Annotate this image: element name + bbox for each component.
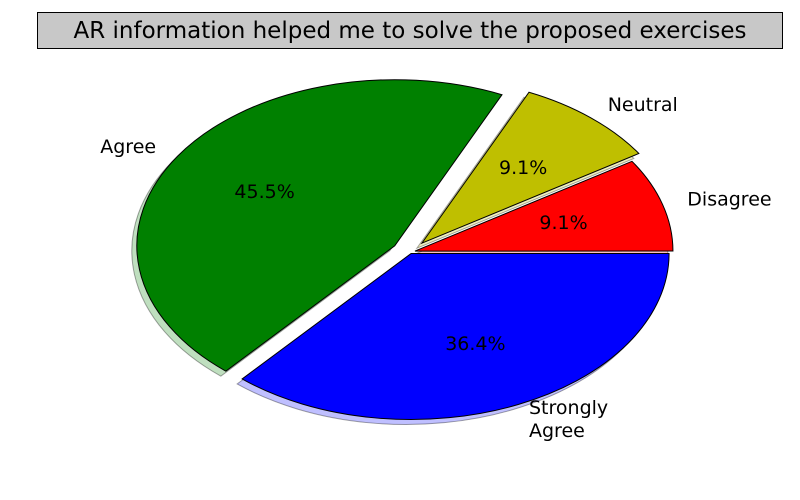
- slice-disagree: [414, 160, 674, 252]
- pie-slices: [136, 79, 674, 421]
- pct-label-neutral: 9.1%: [499, 157, 547, 179]
- category-label-neutral: Neutral: [608, 94, 678, 116]
- category-label-agree: Agree: [100, 136, 156, 158]
- slice-strongly-agree: [241, 253, 670, 421]
- category-label-strongly-agree: Strongly Agree: [529, 397, 608, 442]
- slice-neutral: [420, 91, 640, 245]
- slice-agree: [136, 79, 503, 372]
- category-label-disagree: Disagree: [687, 189, 771, 211]
- pct-label-agree: 45.5%: [234, 181, 294, 203]
- chart-title: AR information helped me to solve the pr…: [37, 12, 783, 49]
- pct-label-disagree: 9.1%: [539, 212, 587, 234]
- slice-labels: 9.1% Disagree 9.1% Neutral 45.5% Agree 36.4% St…: [100, 94, 771, 442]
- pct-label-strongly-agree: 36.4%: [445, 333, 505, 355]
